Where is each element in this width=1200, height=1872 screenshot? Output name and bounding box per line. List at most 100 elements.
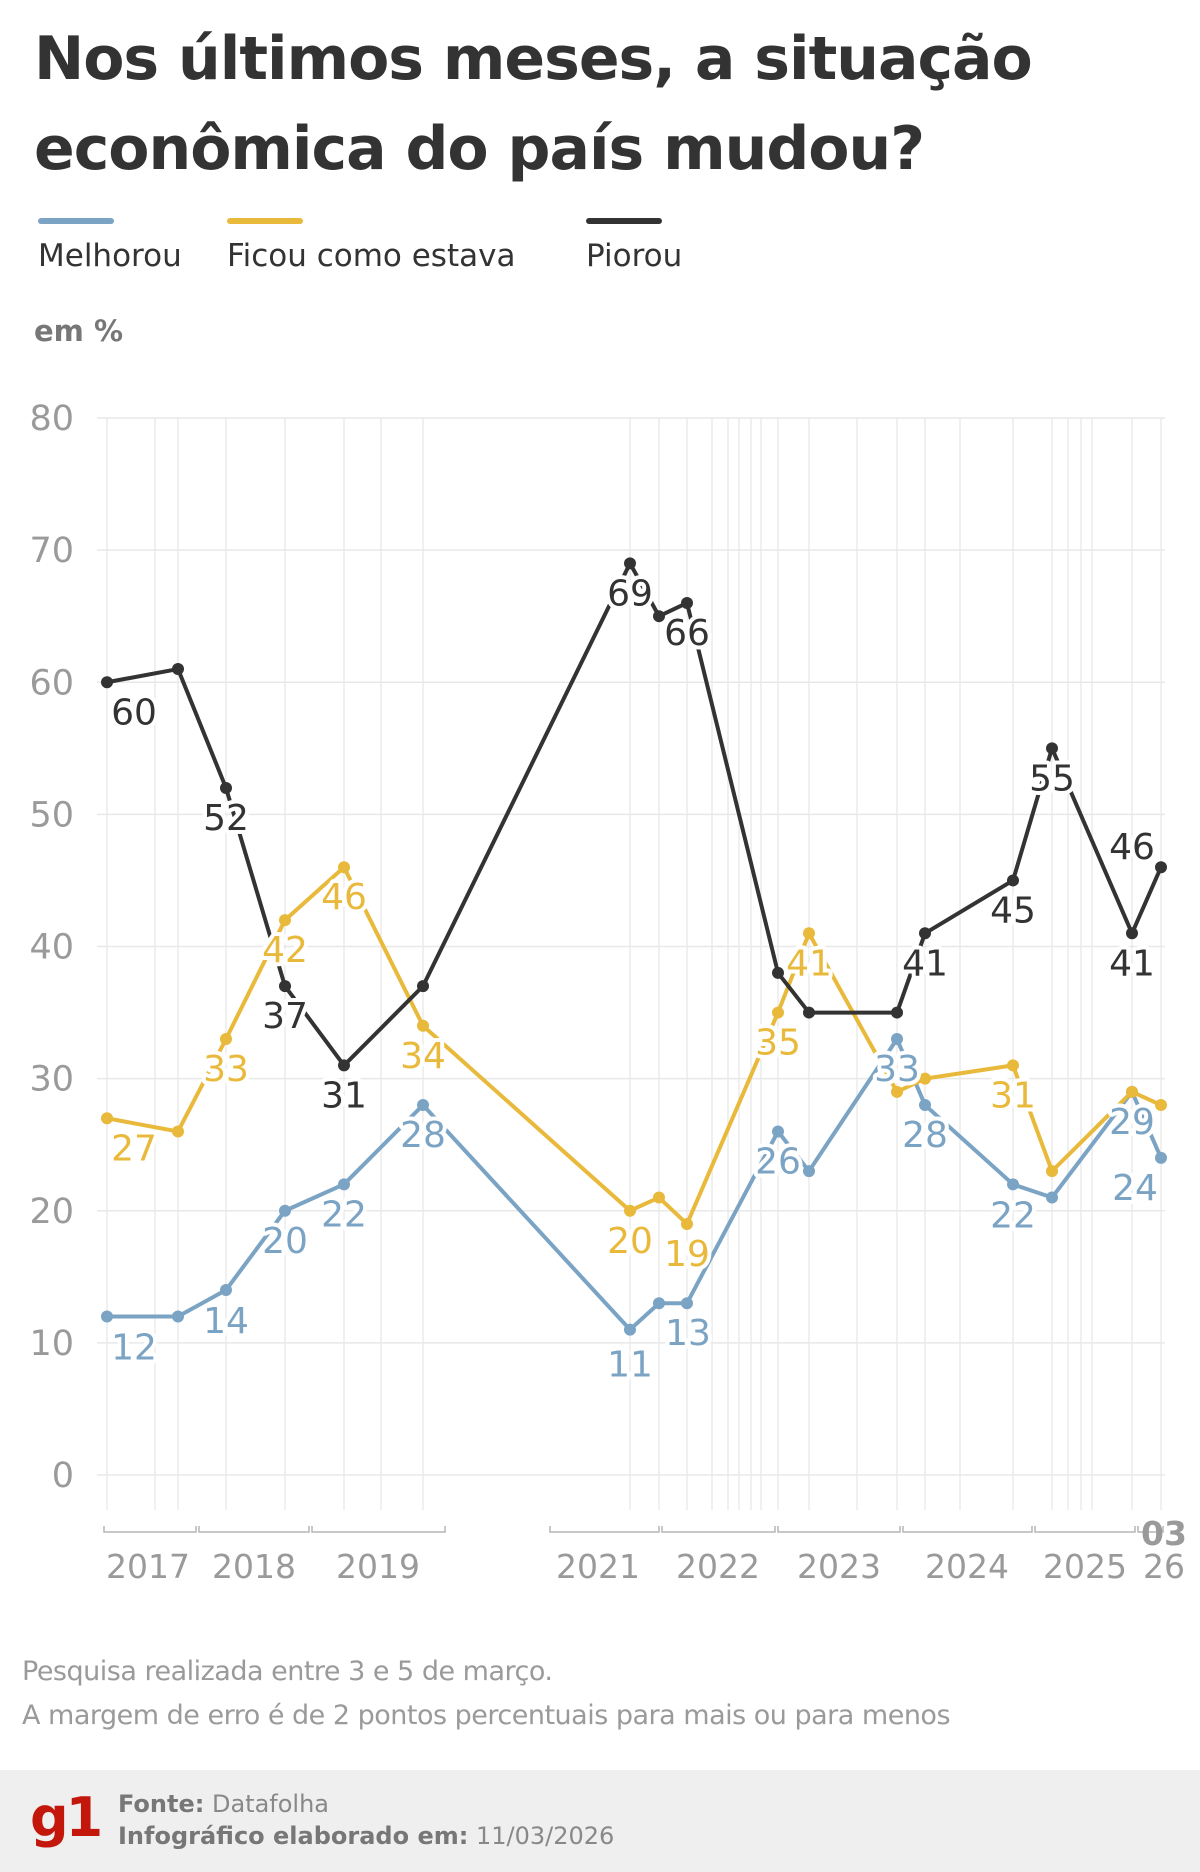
data-label-melhorou: 12: [111, 1327, 157, 1368]
x-axis-bracket: [902, 1526, 1033, 1533]
y-tick-label: 50: [29, 795, 74, 835]
data-point-melhorou: [653, 1297, 665, 1310]
data-label-ficou: 46: [321, 877, 367, 918]
data-point-ficou: [772, 1006, 784, 1019]
data-label-melhorou: 28: [400, 1115, 446, 1156]
x-axis-bracket: [103, 1526, 197, 1533]
footer: g1 Fonte: Datafolha Infográfico elaborad…: [0, 1770, 1200, 1872]
data-point-melhorou: [220, 1284, 232, 1297]
data-point-piorou: [1155, 861, 1167, 874]
data-label-melhorou: 28: [902, 1115, 948, 1156]
x-axis-label: 2017: [106, 1547, 190, 1586]
data-point-piorou: [772, 966, 784, 979]
data-label-melhorou: 20: [262, 1221, 308, 1262]
data-label-melhorou: 22: [321, 1194, 367, 1235]
data-point-piorou: [279, 980, 291, 993]
data-label-halo: 41: [786, 943, 832, 984]
date-value: 11/03/2026: [475, 1822, 615, 1850]
y-tick-label: 70: [29, 531, 74, 571]
x-axis-label: 2021: [556, 1547, 640, 1586]
data-point-melhorou: [681, 1297, 693, 1310]
data-point-piorou: [891, 1006, 903, 1019]
chart-title: Nos últimos meses, a situação econômica …: [34, 24, 1033, 184]
data-label-halo: 31: [990, 1075, 1036, 1116]
data-label-halo: 69: [607, 573, 653, 614]
data-label-halo: 41: [1109, 943, 1155, 984]
data-label-piorou: 66: [664, 613, 710, 654]
data-label-piorou: 60: [111, 692, 157, 733]
data-point-ficou: [172, 1125, 184, 1138]
data-label-piorou: 69: [607, 573, 653, 614]
data-point-piorou: [653, 610, 665, 623]
data-point-ficou: [919, 1072, 931, 1085]
y-tick-label: 40: [29, 928, 74, 968]
data-point-piorou: [220, 781, 232, 794]
legend-swatch-ficou: [227, 218, 303, 224]
y-tick-label: 80: [29, 399, 74, 439]
data-point-melhorou: [101, 1310, 113, 1323]
data-point-ficou: [279, 914, 291, 927]
data-label-halo: 20: [607, 1221, 653, 1262]
survey-notes: Pesquisa realizada entre 3 e 5 de março.…: [22, 1650, 1182, 1738]
x-axis-bracket: [198, 1526, 310, 1533]
data-label-melhorou: 29: [1109, 1102, 1155, 1143]
data-label-piorou: 45: [990, 890, 1036, 931]
x-axis-bracket: [549, 1526, 660, 1533]
data-label-halo: 41: [902, 943, 948, 984]
x-axis-bracket: [1137, 1526, 1164, 1533]
data-label-halo: 45: [990, 890, 1036, 931]
data-point-melhorou: [279, 1204, 291, 1217]
y-tick-label: 60: [29, 663, 74, 703]
source-label: Fonte:: [118, 1790, 205, 1818]
chart-legend: Melhorou Ficou como estava Piorou: [0, 218, 1200, 288]
data-label-halo: 14: [203, 1301, 249, 1342]
note-margin-of-error: A margem de erro é de 2 pontos percentua…: [22, 1700, 951, 1731]
source-value: Datafolha: [211, 1790, 330, 1818]
data-label-ficou: 42: [262, 930, 308, 971]
data-label-halo: 42: [262, 930, 308, 971]
data-point-melhorou: [772, 1125, 784, 1138]
data-label-piorou: 41: [902, 943, 948, 984]
data-point-piorou: [172, 663, 184, 676]
data-point-ficou: [101, 1112, 113, 1125]
data-label-halo: 46: [1109, 827, 1155, 868]
data-point-melhorou: [1007, 1178, 1019, 1191]
data-label-piorou: 55: [1029, 758, 1075, 799]
y-tick-label: 20: [29, 1192, 74, 1232]
data-point-ficou: [1155, 1099, 1167, 1112]
data-point-piorou: [338, 1059, 350, 1072]
x-axis-bracket: [661, 1526, 776, 1533]
x-axis-bracket: [1034, 1526, 1136, 1533]
data-point-ficou: [1046, 1165, 1058, 1178]
g1-logo: g1: [30, 1786, 103, 1849]
data-point-ficou: [681, 1217, 693, 1230]
data-label-ficou: 31: [990, 1075, 1036, 1116]
x-axis-label: 2025: [1043, 1547, 1127, 1586]
data-point-melhorou: [1046, 1191, 1058, 1204]
data-label-halo: 13: [665, 1313, 711, 1354]
data-point-piorou: [919, 927, 931, 940]
data-label-halo: 37: [262, 996, 308, 1037]
data-label-halo: 46: [321, 877, 367, 918]
legend-label-melhorou: Melhorou: [38, 238, 182, 274]
x-axis-label: 2022: [676, 1547, 760, 1586]
data-point-piorou: [624, 557, 636, 570]
legend-item-melhorou: Melhorou: [38, 218, 182, 274]
data-label-piorou: 41: [1109, 943, 1155, 984]
legend-label-ficou: Ficou como estava: [227, 238, 516, 274]
data-point-piorou: [101, 676, 113, 689]
legend-label-piorou: Piorou: [586, 238, 683, 274]
x-axis-label: 2024: [925, 1547, 1009, 1586]
data-label-melhorou: 11: [607, 1345, 653, 1386]
data-point-ficou: [220, 1032, 232, 1045]
data-point-melhorou: [803, 1165, 815, 1178]
legend-swatch-piorou: [586, 218, 662, 224]
data-point-melhorou: [624, 1323, 636, 1336]
y-tick-label: 30: [29, 1060, 74, 1100]
data-label-halo: 55: [1029, 758, 1075, 799]
data-label-halo: 28: [902, 1115, 948, 1156]
data-point-ficou: [338, 861, 350, 874]
y-tick-label: 10: [29, 1324, 74, 1364]
data-label-halo: 33: [203, 1049, 249, 1090]
